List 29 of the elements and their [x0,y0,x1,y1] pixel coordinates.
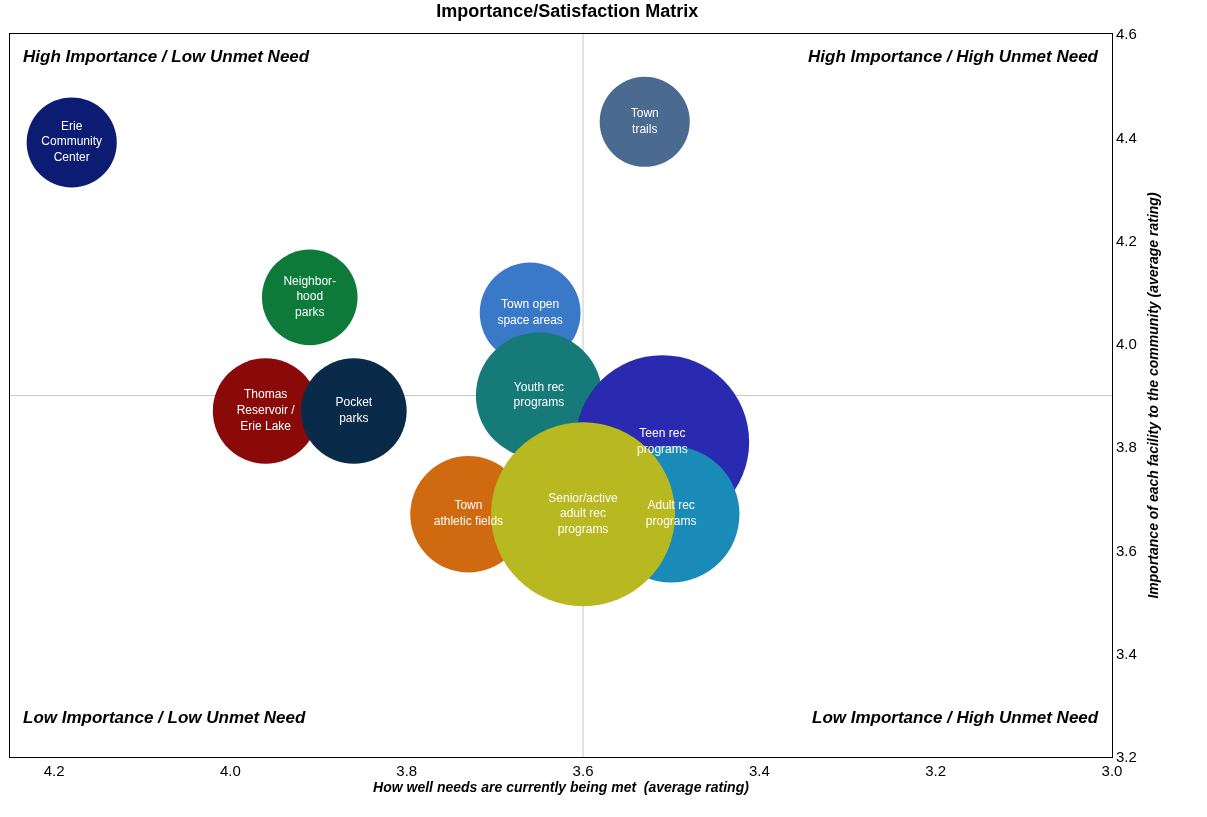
series-label: Senior/active adult rec programs [548,490,619,536]
x-tick-label: 4.2 [43,762,65,779]
annotation: High Importance / Low Unmet Need [23,47,310,66]
annotation: High Importance / High Unmet Need [808,47,1099,66]
y-tick-label: 4.2 [1116,231,1137,249]
y-tick-label: 4.6 [1116,25,1137,43]
series-label: Thomas Reservoir / Erie Lake [236,387,296,433]
x-tick-label: 3.8 [396,762,418,779]
y-tick-label: 3.8 [1116,438,1137,456]
chart-title: Importance/Satisfaction Matrix [436,0,699,21]
x-tick-label: 4.0 [219,762,241,779]
series-label: Town open space areas [497,297,563,327]
y-axis-title: Importance of each facility to the community (average rating) [1145,192,1162,599]
series-label: Town trails [630,105,659,136]
x-tick-label: 3.6 [572,762,594,779]
y-tick-label: 4.4 [1116,128,1137,146]
series-label: Youth rec programs [513,379,565,410]
y-tick-label: 3.4 [1116,644,1137,662]
y-tick-label: 3.6 [1116,541,1137,559]
x-axis-title: How well needs are currently being met (average rating) [373,779,750,796]
series-label: Erie Community Center [41,118,103,165]
series-label: Neighbor- hood parks [283,273,337,319]
annotation: Low Importance / Low Unmet Need [23,708,307,727]
x-tick-label: 3.2 [925,762,947,779]
series-label: Pocket parks [335,395,373,425]
annotation: Low Importance / High Unmet Need [812,708,1099,727]
x-tick-label: 3.4 [748,762,770,779]
y-tick-label: 4.0 [1116,335,1137,353]
series-label: Town athletic fields [433,498,504,529]
